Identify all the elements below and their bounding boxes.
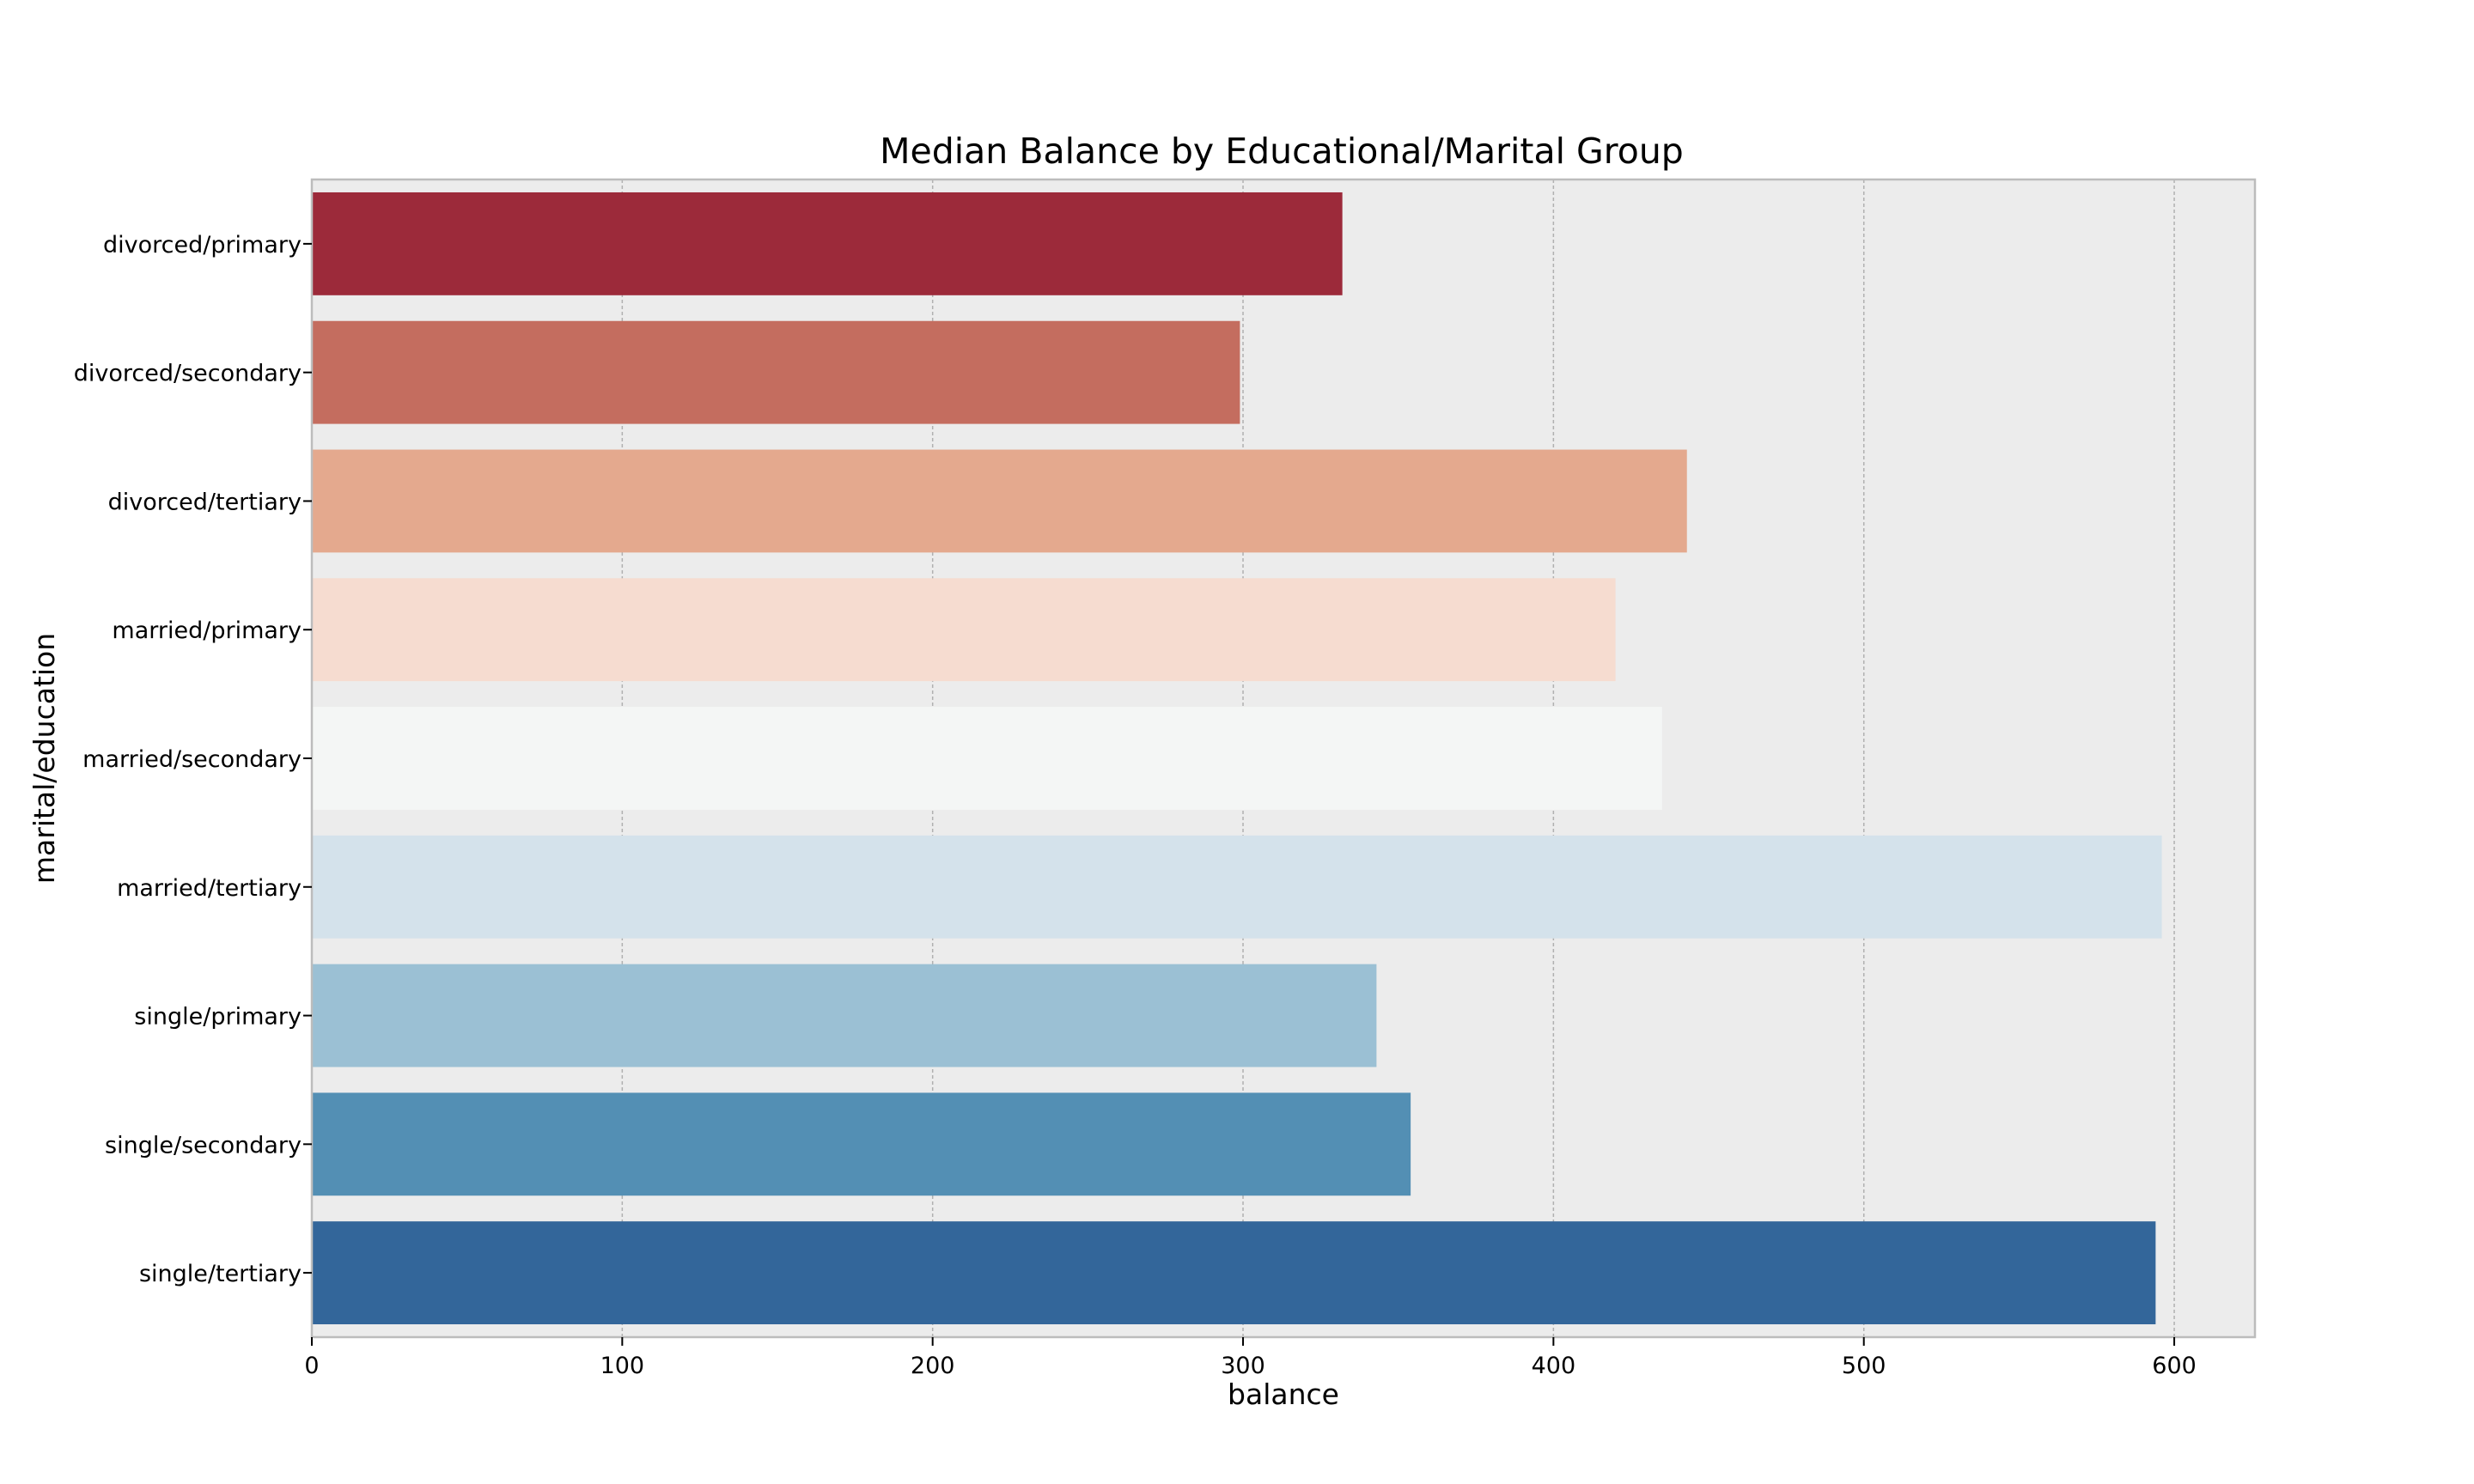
bar-married-secondary (312, 707, 1662, 810)
y-axis-ticks: divorced/primary divorced/secondary divorc… (74, 232, 312, 1287)
y-tick-label: divorced/tertiary (108, 489, 302, 515)
y-tick-label: single/tertiary (139, 1261, 302, 1287)
y-tick-label: single/secondary (105, 1132, 302, 1159)
x-tick-label: 100 (600, 1353, 645, 1379)
bar-divorced-tertiary (312, 449, 1687, 553)
y-tick-label: single/primary (134, 1004, 302, 1031)
x-tick-label: 400 (1532, 1353, 1576, 1379)
bars (312, 192, 2162, 1325)
chart-title: Median Balance by Educational/Marital Gr… (880, 131, 1684, 172)
bar-single-tertiary (312, 1221, 2156, 1325)
x-tick-label: 200 (911, 1353, 955, 1379)
x-tick-label: 600 (2152, 1353, 2197, 1379)
x-axis-label: balance (1228, 1378, 1339, 1411)
x-axis-ticks: 0 100 200 300 400 500 600 (304, 1337, 2197, 1379)
bar-single-primary (312, 964, 1377, 1067)
y-tick-label: married/primary (112, 617, 302, 644)
y-tick-label: married/secondary (82, 746, 302, 773)
bar-married-primary (312, 578, 1616, 682)
bar-divorced-primary (312, 192, 1343, 295)
y-axis-label: marital/education (27, 633, 61, 884)
y-tick-label: married/tertiary (117, 875, 302, 902)
x-tick-label: 0 (304, 1353, 319, 1379)
y-tick-label: divorced/primary (103, 232, 302, 258)
x-tick-label: 500 (1842, 1353, 1886, 1379)
bar-single-secondary (312, 1092, 1411, 1196)
x-tick-label: 300 (1221, 1353, 1265, 1379)
bar-divorced-secondary (312, 320, 1240, 424)
bar-married-tertiary (312, 835, 2162, 939)
y-tick-label: divorced/secondary (74, 361, 302, 387)
